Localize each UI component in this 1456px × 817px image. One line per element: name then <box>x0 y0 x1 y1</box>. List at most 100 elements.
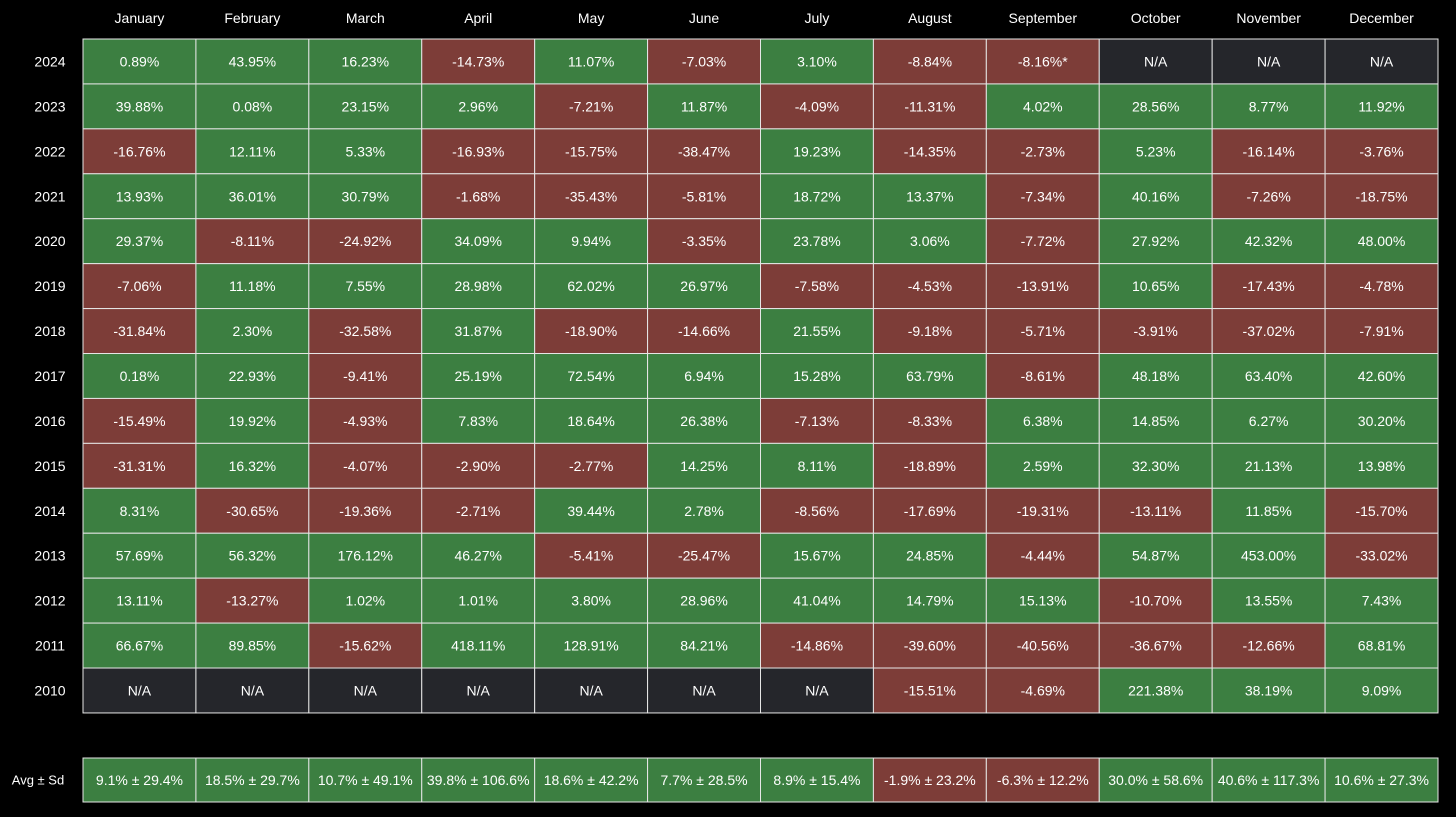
cell-value: -33.02% <box>1355 548 1407 564</box>
cell-value: 34.09% <box>454 233 501 249</box>
cell-value: -3.91% <box>1134 323 1178 339</box>
cell-value: 453.00% <box>1241 548 1296 564</box>
heatmap-cell <box>1324 38 1439 85</box>
heatmap-cell <box>760 308 874 355</box>
summary-cell <box>308 757 423 803</box>
cell-value: 28.98% <box>454 278 501 294</box>
cell-value: N/A <box>692 682 716 698</box>
cell-value: -8.33% <box>908 413 952 429</box>
cell-value: -16.14% <box>1243 143 1295 159</box>
year-label: 2014 <box>34 503 65 519</box>
cell-value: 72.54% <box>567 368 614 384</box>
heatmap-cell <box>985 397 1100 444</box>
cell-value: -5.41% <box>569 548 613 564</box>
cell-value: 19.23% <box>793 143 840 159</box>
summary-value: 8.9% ± 15.4% <box>773 772 860 788</box>
heatmap-cell <box>421 308 536 355</box>
heatmap-cell <box>1211 353 1326 399</box>
heatmap-cell <box>421 173 536 220</box>
cell-value: -12.66% <box>1243 638 1295 654</box>
summary-value: 10.6% ± 27.3% <box>1334 772 1429 788</box>
cell-value: -7.13% <box>795 413 839 429</box>
cell-value: -16.76% <box>113 143 165 159</box>
cell-value: -37.02% <box>1243 323 1295 339</box>
cell-value: 66.67% <box>116 638 163 654</box>
cell-value: 13.55% <box>1245 593 1292 609</box>
cell-value: 4.02% <box>1023 98 1063 114</box>
year-label: 2020 <box>34 233 65 249</box>
summary-label: Avg ± Sd <box>12 773 64 788</box>
year-label: 2012 <box>34 593 65 609</box>
cell-value: -39.60% <box>904 638 956 654</box>
cell-value: 5.23% <box>1136 143 1176 159</box>
heatmap-cell <box>1324 622 1439 669</box>
cell-value: -4.09% <box>795 98 839 114</box>
heatmap-cell <box>1211 83 1326 130</box>
month-header: February <box>224 10 280 26</box>
heatmap-cell <box>195 308 310 355</box>
cell-value: 38.19% <box>1245 682 1292 698</box>
cell-value: 2.78% <box>684 503 724 519</box>
heatmap-cell <box>534 128 649 175</box>
cell-value: -15.70% <box>1355 503 1407 519</box>
heatmap-cell <box>1098 622 1213 669</box>
cell-value: 40.16% <box>1132 188 1179 204</box>
cell-value: -13.27% <box>226 593 278 609</box>
cell-value: -7.21% <box>569 98 613 114</box>
cell-value: N/A <box>805 682 829 698</box>
cell-value: 15.28% <box>793 368 840 384</box>
month-header: November <box>1236 10 1301 26</box>
cell-value: 43.95% <box>229 53 276 69</box>
cell-value: N/A <box>579 682 603 698</box>
heatmap-cell <box>82 397 197 444</box>
heatmap-cell <box>421 622 536 669</box>
heatmap-cell <box>985 173 1100 220</box>
heatmap-cell <box>760 128 874 175</box>
cell-value: 39.44% <box>567 503 614 519</box>
summary-cell <box>195 757 310 803</box>
cell-value: 418.11% <box>451 638 505 654</box>
heatmap-cell <box>760 442 874 489</box>
cell-value: 42.60% <box>1358 368 1405 384</box>
cell-value: 68.81% <box>1358 638 1405 654</box>
cell-value: 14.79% <box>906 593 953 609</box>
heatmap-cell <box>872 667 987 714</box>
cell-value: 13.11% <box>116 593 162 609</box>
cell-value: 11.18% <box>229 278 275 294</box>
heatmap-cell <box>308 397 423 444</box>
year-label: 2024 <box>34 53 65 69</box>
heatmap-cell <box>985 308 1100 355</box>
heatmap-cell <box>421 353 536 399</box>
cell-value: -3.35% <box>682 233 726 249</box>
heatmap-cell <box>872 397 987 444</box>
cell-value: 21.13% <box>1245 458 1292 474</box>
heatmap-cell <box>760 83 874 130</box>
cell-value: 1.01% <box>458 593 498 609</box>
heatmap-cell <box>308 353 423 399</box>
heatmap-cell <box>647 218 761 265</box>
year-label: 2013 <box>34 548 65 564</box>
cell-value: 42.32% <box>1245 233 1292 249</box>
cell-value: 21.55% <box>793 323 840 339</box>
year-label: 2016 <box>34 413 65 429</box>
heatmap-cell <box>1098 83 1213 130</box>
heatmap-cell <box>82 173 197 220</box>
cell-value: 41.04% <box>793 593 840 609</box>
cell-value: 0.89% <box>120 53 160 69</box>
heatmap-cell <box>534 218 649 265</box>
heatmap-cell <box>872 622 987 669</box>
heatmap-cell <box>1211 622 1326 669</box>
cell-value: -15.51% <box>904 682 956 698</box>
heatmap-cell <box>82 622 197 669</box>
heatmap-cell <box>82 38 197 85</box>
cell-value: -18.75% <box>1355 188 1407 204</box>
heatmap-cell <box>647 487 761 534</box>
cell-value: -9.18% <box>908 323 952 339</box>
cell-value: -9.41% <box>343 368 387 384</box>
cell-value: 25.19% <box>454 368 501 384</box>
heatmap-cell <box>1098 308 1213 355</box>
cell-value: -17.69% <box>904 503 956 519</box>
summary-cell <box>985 757 1100 803</box>
heatmap-cell <box>1211 308 1326 355</box>
